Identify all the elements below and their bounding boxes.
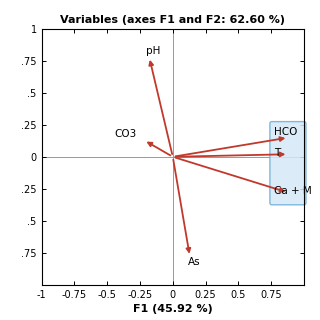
- Text: pH: pH: [146, 45, 160, 56]
- Text: T: T: [275, 148, 281, 158]
- Text: HCO: HCO: [275, 127, 298, 137]
- Text: Ca + M: Ca + M: [275, 186, 312, 196]
- X-axis label: F1 (45.92 %): F1 (45.92 %): [133, 304, 213, 314]
- Text: CO3: CO3: [115, 129, 137, 139]
- Title: Variables (axes F1 and F2: 62.60 %): Variables (axes F1 and F2: 62.60 %): [60, 15, 285, 25]
- Text: As: As: [188, 257, 200, 267]
- FancyBboxPatch shape: [270, 122, 306, 205]
